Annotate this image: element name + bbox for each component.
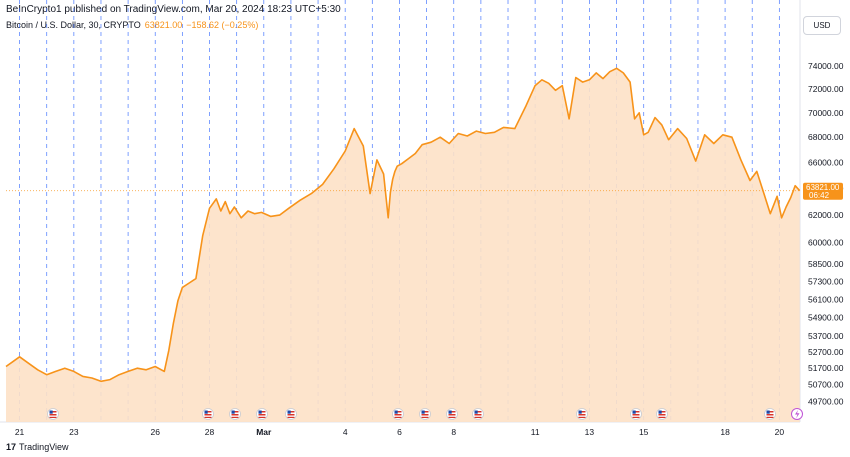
us-flag-event-icon[interactable] — [576, 408, 588, 420]
last-price-countdown: 06:42 — [809, 191, 830, 200]
y-tick-label: 52700.00 — [808, 347, 844, 357]
y-tick-label: 56100.00 — [808, 294, 844, 304]
x-tick-label: 15 — [639, 427, 649, 437]
symbol-legend: Bitcoin / U.S. Dollar, 30, CRYPTO 63821.0… — [6, 20, 258, 30]
y-tick-label: 74000.00 — [808, 61, 844, 71]
x-tick-label: 8 — [451, 427, 456, 437]
price-chart[interactable]: 49700.00 50700.00 51700.00 52700.00 53700.00… — [0, 0, 850, 440]
lightning-event-icon[interactable] — [791, 408, 803, 420]
y-tick-label: 57300.00 — [808, 277, 844, 287]
time-axis[interactable]: 21 23 26 28 Mar 4 6 8 11 13 15 18 20 — [15, 427, 785, 437]
y-tick-label: 50700.00 — [808, 380, 844, 390]
us-flag-event-icon[interactable] — [472, 408, 484, 420]
x-tick-label: Mar — [256, 427, 272, 437]
us-flag-event-icon[interactable] — [256, 408, 268, 420]
us-flag-event-icon[interactable] — [630, 408, 642, 420]
y-tick-label: 72000.00 — [808, 84, 844, 94]
y-tick-label: 53700.00 — [808, 331, 844, 341]
y-tick-label: 58500.00 — [808, 259, 844, 269]
y-tick-label: 66000.00 — [808, 157, 844, 167]
y-tick-label: 68000.00 — [808, 132, 844, 142]
x-tick-label: 21 — [15, 427, 25, 437]
y-tick-label: 60000.00 — [808, 238, 844, 248]
us-flag-event-icon[interactable] — [392, 408, 404, 420]
y-tick-label: 62000.00 — [808, 210, 844, 220]
currency-button[interactable]: USD — [803, 16, 841, 35]
tradingview-logo-icon: 17 — [6, 442, 17, 452]
tradingview-brand: TradingView — [19, 442, 69, 452]
us-flag-event-icon[interactable] — [202, 408, 214, 420]
last-price-value: 63821.00 — [806, 183, 840, 192]
y-tick-label: 49700.00 — [808, 396, 844, 406]
x-tick-label: 28 — [205, 427, 215, 437]
x-tick-label: 6 — [397, 427, 402, 437]
legend-change: −158.62 (−0.25%) — [186, 20, 259, 30]
y-tick-label: 51700.00 — [808, 363, 844, 373]
us-flag-event-icon[interactable] — [656, 408, 668, 420]
series-line — [5, 67, 801, 383]
us-flag-event-icon[interactable] — [47, 408, 59, 420]
y-tick-label: 70000.00 — [808, 108, 844, 118]
x-tick-label: 13 — [585, 427, 595, 437]
event-markers[interactable] — [47, 408, 803, 420]
legend-last-price: 63821.00 — [144, 20, 183, 30]
last-price-tag-bg — [803, 182, 843, 200]
us-flag-event-icon[interactable] — [419, 408, 431, 420]
price-axis[interactable]: 49700.00 50700.00 51700.00 52700.00 53700.00… — [808, 61, 844, 406]
symbol-label[interactable]: Bitcoin / U.S. Dollar, 30, CRYPTO — [6, 20, 141, 30]
x-tick-label: 23 — [69, 427, 79, 437]
x-tick-label: 4 — [343, 427, 348, 437]
x-tick-label: 11 — [531, 427, 540, 437]
tradingview-footer: 17 TradingView — [6, 442, 69, 452]
x-tick-label: 20 — [775, 427, 785, 437]
x-tick-label: 18 — [720, 427, 730, 437]
us-flag-event-icon[interactable] — [764, 408, 776, 420]
x-tick-label: 26 — [151, 427, 161, 437]
us-flag-event-icon[interactable] — [229, 408, 241, 420]
us-flag-event-icon[interactable] — [446, 408, 458, 420]
y-tick-label: 54900.00 — [808, 313, 844, 323]
publisher-caption: BeInCrypto1 published on TradingView.com… — [6, 4, 341, 15]
series-area — [6, 68, 800, 423]
us-flag-event-icon[interactable] — [285, 408, 297, 420]
